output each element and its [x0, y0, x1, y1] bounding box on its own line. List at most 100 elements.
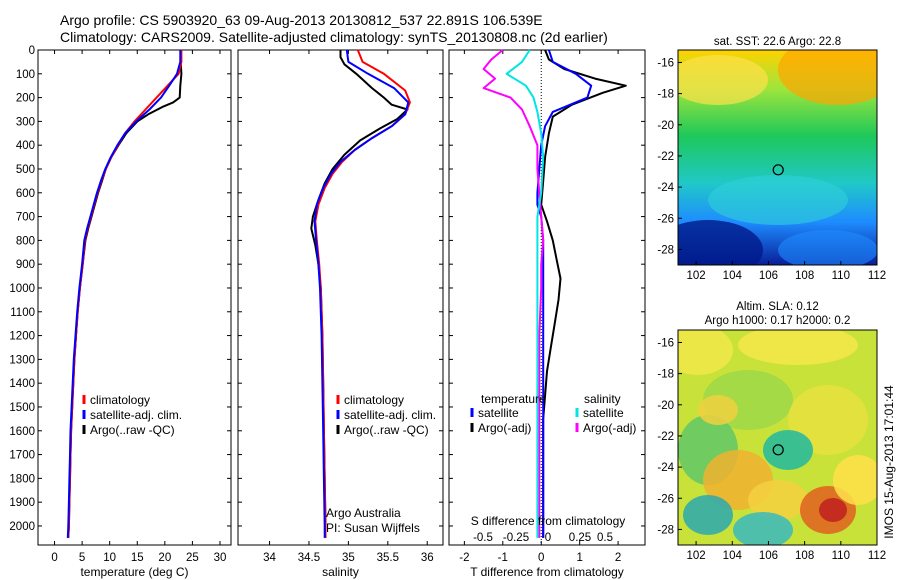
x-tick-label: 102 — [686, 270, 705, 282]
series-satellite-adj--clim- — [313, 49, 410, 538]
y-tick-label: -28 — [657, 244, 674, 256]
series-argo--adj- — [482, 49, 545, 538]
panel-temperature: 0100200300400500600700800900100011001200… — [9, 45, 232, 579]
series-satellite-adj--clim- — [66, 50, 182, 538]
secondary-tick-label: -0.25 — [503, 532, 529, 544]
legend-label: satellite-adj. clim. — [90, 408, 182, 422]
y-tick-label: 1900 — [9, 497, 35, 509]
x-tick-label: 110 — [832, 550, 850, 562]
x-axis-label: temperature (deg C) — [80, 565, 188, 579]
plot-frame — [237, 49, 444, 546]
y-tick-label: 600 — [16, 188, 35, 200]
secondary-tick-label: 0.25 — [569, 532, 591, 544]
map-subtitle: Argo h1000: 0.17 h2000: 0.2 — [705, 315, 851, 327]
series-satellite — [505, 49, 545, 538]
y-tick-label: -26 — [657, 213, 674, 225]
sla-patch — [683, 495, 733, 535]
y-tick-label: 1800 — [9, 473, 35, 485]
y-tick-label: -22 — [657, 431, 674, 443]
sla-patch — [748, 480, 808, 520]
x-tick-label: 104 — [723, 270, 743, 282]
map-frame — [677, 49, 878, 266]
plot-frame — [448, 49, 646, 546]
series-satellite — [536, 49, 593, 538]
legend-title: salinity — [584, 392, 621, 406]
map-field — [678, 330, 877, 545]
y-tick-label: 1400 — [9, 378, 35, 390]
sst-map: 102 104 106 108 110 112 -16 -18 -20 -22 -24 -26 -28 s… — [657, 36, 886, 282]
sla-patch — [833, 455, 877, 505]
y-tick-label: 0 — [29, 45, 35, 57]
argo-position-marker — [772, 164, 784, 176]
y-tick-label: 400 — [16, 140, 35, 152]
x-tick-label: 34 — [263, 552, 276, 564]
y-tick-label: 200 — [16, 93, 35, 105]
y-tick-label: 700 — [16, 212, 35, 224]
secondary-tick-label: 0.5 — [597, 532, 613, 544]
x-tick-label: 1 — [576, 552, 582, 564]
annotation-line: PI: Susan Wijffels — [326, 521, 420, 535]
x-tick-label: 110 — [832, 270, 850, 282]
x-tick-label: 34.5 — [298, 552, 320, 564]
legend-title: temperature — [481, 392, 546, 406]
argo-position-marker — [772, 444, 784, 456]
legend-label: climatology — [344, 393, 404, 407]
x-tick-label: 20 — [158, 552, 171, 564]
map-frame — [677, 329, 878, 546]
x-tick-label: -1 — [498, 552, 508, 564]
sst-patch — [778, 230, 877, 265]
secondary-tick-label: 0 — [545, 532, 551, 544]
panel-difference: -2 -1 0 1 2T difference from climatology temp… — [448, 49, 646, 579]
y-tick-label: 500 — [16, 164, 35, 176]
x-tick-label: 106 — [759, 550, 778, 562]
x-tick-label: 106 — [759, 270, 778, 282]
x-tick-label: 108 — [795, 550, 814, 562]
map-field — [678, 50, 877, 265]
x-axis-label: salinity — [322, 565, 359, 579]
x-tick-label: 25 — [186, 552, 199, 564]
x-tick-label: 112 — [868, 270, 886, 282]
chart-subtitle: Climatology: CARS2009. Satellite-adjuste… — [60, 29, 608, 45]
x-tick-label: 2 — [615, 552, 621, 564]
y-tick-label: -22 — [657, 151, 674, 163]
x-tick-label: 36 — [421, 552, 434, 564]
x-tick-label: 15 — [131, 552, 144, 564]
x-tick-label: 112 — [868, 550, 886, 562]
y-tick-label: -28 — [657, 524, 674, 536]
y-tick-label: 1300 — [9, 354, 35, 366]
sla-patch — [678, 330, 733, 375]
y-tick-label: -24 — [657, 462, 674, 474]
legend-label: satellite — [583, 406, 624, 420]
y-tick-label: -26 — [657, 493, 674, 505]
x-axis-label: T difference from climatology — [470, 565, 624, 579]
y-tick-label: 1000 — [9, 283, 35, 295]
x-tick-label: 102 — [686, 550, 705, 562]
y-tick-label: 1500 — [9, 402, 35, 414]
y-tick-label: -20 — [657, 120, 674, 132]
legend-label: Argo(-adj) — [583, 421, 636, 435]
sst-patch — [708, 175, 848, 225]
sla-patch — [733, 512, 793, 545]
series-argo--adj- — [540, 49, 627, 538]
sla-map: 102 104 106 108 110 112 -16 -18 -20 -22 -24 -26 -28 A… — [657, 301, 886, 562]
x-tick-label: 108 — [795, 270, 814, 282]
sla-patch — [819, 498, 847, 522]
y-tick-label: 1200 — [9, 331, 35, 343]
legend-label: climatology — [90, 393, 150, 407]
y-tick-label: 1600 — [9, 426, 35, 438]
y-tick-label: 900 — [16, 259, 35, 271]
sst-patch — [678, 220, 763, 265]
legend-label: satellite-adj. clim. — [344, 408, 436, 422]
x-tick-label: 10 — [103, 552, 116, 564]
secondary-axis-label: S difference from climatology — [471, 514, 626, 528]
sst-patch — [778, 50, 877, 105]
chart-title: Argo profile: CS 5903920_63 09-Aug-2013 … — [60, 12, 543, 28]
legend-label: Argo(..raw -QC) — [90, 423, 175, 437]
x-tick-label: 0 — [538, 552, 544, 564]
sla-patch — [738, 330, 858, 365]
y-tick-label: -16 — [657, 337, 674, 349]
y-tick-label: 1100 — [10, 307, 35, 319]
y-tick-label: 300 — [16, 116, 35, 128]
panel-salinity: 34 34.5 35 35.5 36 salinity climatologysatelli… — [237, 49, 444, 579]
